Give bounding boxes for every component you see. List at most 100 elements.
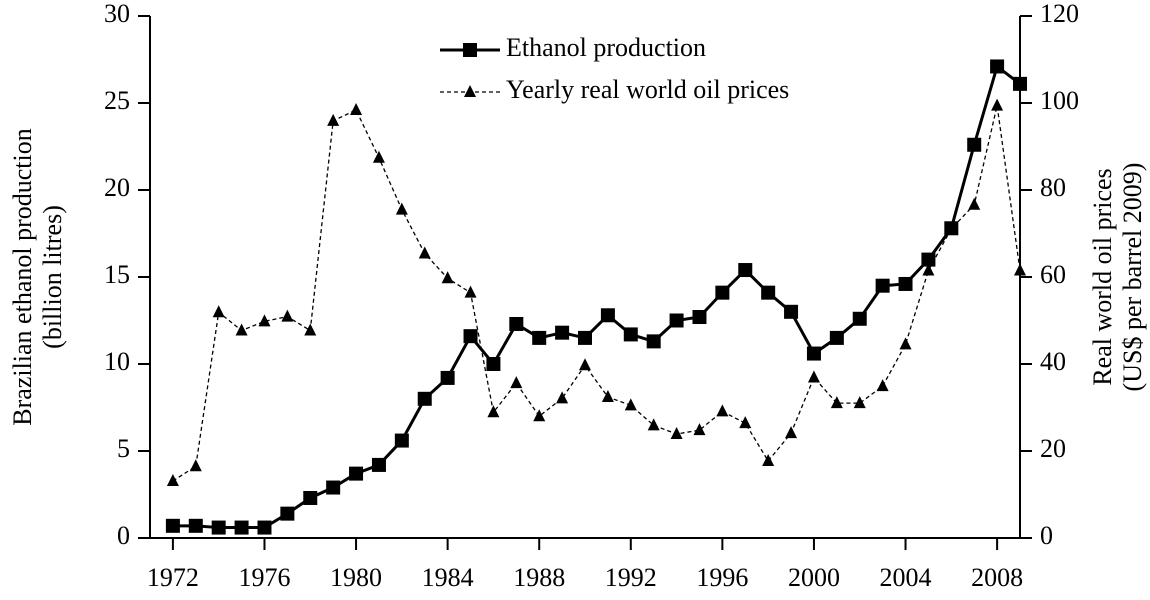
y-tick-label: 25 — [104, 86, 130, 115]
legend-marker — [463, 43, 477, 57]
point — [372, 150, 385, 163]
point — [785, 426, 798, 439]
point — [669, 313, 684, 328]
x-tick-label: 2008 — [971, 563, 1023, 592]
point — [304, 323, 317, 336]
point — [968, 197, 981, 210]
point — [693, 423, 706, 436]
point — [486, 357, 501, 371]
y-tick-label: 20 — [104, 173, 130, 202]
point — [601, 390, 614, 403]
point — [967, 137, 982, 152]
y2-tick-label: 100 — [1040, 86, 1079, 115]
point — [922, 263, 935, 276]
legend-label: Ethanol production — [506, 33, 706, 62]
x-tick-label: 2004 — [880, 563, 932, 592]
x-tick-label: 1976 — [238, 563, 290, 592]
y2-tick-label: 40 — [1040, 347, 1066, 376]
point — [257, 520, 272, 535]
point — [991, 98, 1004, 111]
point — [509, 316, 524, 331]
point — [350, 102, 363, 115]
point — [762, 454, 775, 467]
y2-tick-label: 0 — [1040, 521, 1053, 550]
point — [394, 433, 409, 448]
point — [166, 474, 179, 487]
point — [463, 329, 478, 344]
point — [533, 409, 546, 422]
point — [830, 396, 843, 409]
point — [646, 334, 661, 349]
point — [806, 346, 821, 361]
point — [875, 278, 890, 293]
point — [876, 379, 889, 392]
point — [441, 271, 454, 284]
legend-label: Yearly real world oil prices — [506, 75, 789, 104]
point — [600, 308, 615, 323]
point — [258, 314, 271, 327]
point — [624, 398, 637, 411]
y-tick-label: 15 — [104, 260, 130, 289]
point — [418, 246, 431, 259]
series-line — [172, 105, 1021, 482]
point — [303, 490, 318, 505]
axis-label: Real world oil prices — [1088, 168, 1117, 385]
point — [990, 59, 1005, 74]
point — [852, 311, 867, 326]
y2-tick-label: 80 — [1040, 173, 1066, 202]
point — [692, 310, 707, 325]
point — [532, 330, 547, 345]
point — [487, 405, 500, 418]
point — [853, 396, 866, 409]
point — [165, 518, 180, 533]
axis-label: Brazilian ethanol production — [8, 128, 37, 425]
point — [899, 337, 912, 350]
point — [464, 285, 477, 298]
point — [510, 376, 523, 389]
y-tick-label: 0 — [117, 521, 130, 550]
point — [326, 480, 341, 495]
point — [1013, 76, 1027, 91]
y2-tick-label: 120 — [1040, 0, 1079, 28]
point — [578, 330, 592, 345]
y2-tick-label: 60 — [1040, 260, 1066, 289]
point — [281, 309, 294, 322]
point — [417, 391, 432, 406]
point — [280, 506, 295, 521]
point — [212, 305, 225, 318]
point — [739, 416, 752, 429]
series-line — [172, 63, 1021, 530]
x-tick-label: 1984 — [422, 563, 474, 592]
point — [784, 304, 799, 319]
point — [716, 404, 729, 417]
x-tick-label: 1992 — [605, 563, 657, 592]
point — [761, 285, 776, 300]
point — [670, 427, 683, 440]
point — [234, 520, 249, 535]
point — [1014, 263, 1026, 276]
point — [647, 418, 660, 431]
point — [235, 323, 248, 336]
point — [807, 370, 820, 383]
x-tick-label: 1988 — [513, 563, 565, 592]
x-tick-label: 1996 — [696, 563, 748, 592]
point — [440, 370, 455, 385]
point — [349, 466, 364, 481]
point — [371, 457, 386, 472]
y-tick-label: 5 — [117, 434, 130, 463]
point — [189, 459, 202, 472]
axis-label: (billion litres) — [38, 205, 67, 349]
x-tick-label: 1972 — [147, 563, 199, 592]
point — [945, 221, 958, 234]
legend-marker — [464, 85, 476, 97]
x-tick-label: 1980 — [330, 563, 382, 592]
point — [921, 252, 936, 267]
point — [327, 113, 340, 126]
axis-label: (US$ per barrel 2009) — [1118, 163, 1147, 392]
point — [211, 520, 226, 535]
y2-tick-label: 20 — [1040, 434, 1066, 463]
y-tick-label: 30 — [104, 0, 130, 28]
point — [556, 391, 569, 404]
